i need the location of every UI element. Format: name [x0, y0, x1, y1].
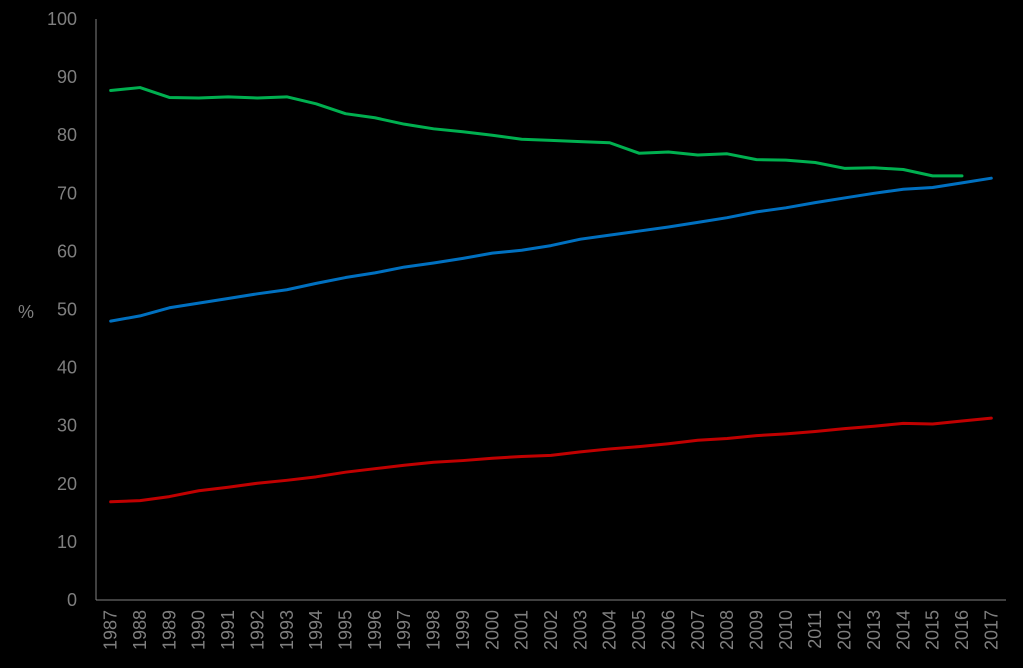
- y-tick-label: 100: [47, 9, 77, 29]
- x-tick-label: 2009: [746, 610, 766, 650]
- x-tick-label: 1997: [394, 610, 414, 650]
- x-tick-label: 2002: [541, 610, 561, 650]
- y-tick-label: 90: [57, 67, 77, 87]
- x-tick-label: 2015: [923, 610, 943, 650]
- x-tick-label: 2014: [893, 610, 913, 650]
- x-tick-label: 2017: [981, 610, 1001, 650]
- series-line-2: [109, 416, 993, 504]
- y-axis-title: %: [18, 302, 34, 322]
- y-tick-label: 20: [57, 474, 77, 494]
- series-line-1: [109, 176, 993, 323]
- x-tick-label: 1995: [336, 610, 356, 650]
- y-tick-label: 30: [57, 416, 77, 436]
- y-tick-label: 60: [57, 241, 77, 261]
- y-tick-label: 80: [57, 125, 77, 145]
- x-tick-label: 2006: [658, 610, 678, 650]
- x-tick-label: 1996: [365, 610, 385, 650]
- x-tick-label: 1994: [306, 610, 326, 650]
- x-tick-label: 2012: [835, 610, 855, 650]
- y-tick-labels: 0 10 20 30 40 50 60 70 80 90 100: [47, 9, 77, 610]
- x-tick-label: 2005: [629, 610, 649, 650]
- series-lines: [109, 86, 993, 504]
- x-tick-label: 2011: [805, 610, 825, 649]
- x-tick-labels: 1987 1988 1989 1990 1991 1992 1993 1994 1995 1996…: [101, 610, 1002, 650]
- x-tick-label: 1999: [453, 610, 473, 650]
- x-tick-label: 1992: [247, 610, 267, 650]
- y-tick-label: 0: [67, 590, 77, 610]
- y-tick-label: 70: [57, 183, 77, 203]
- x-tick-label: 2003: [570, 610, 590, 650]
- x-tick-label: 2016: [952, 610, 972, 650]
- x-tick-label: 2000: [482, 610, 502, 650]
- x-tick-label: 2008: [717, 610, 737, 650]
- y-tick-label: 50: [57, 300, 77, 320]
- y-tick-label: 10: [57, 532, 77, 552]
- x-tick-label: 1991: [218, 610, 238, 650]
- x-tick-label: 2007: [688, 610, 708, 650]
- series-line-0: [109, 86, 964, 178]
- x-tick-label: 2001: [512, 610, 532, 650]
- x-tick-label: 1990: [189, 610, 209, 650]
- x-tick-label: 1989: [159, 610, 179, 650]
- x-tick-label: 1993: [277, 610, 297, 650]
- x-tick-label: 2010: [776, 610, 796, 650]
- x-tick-label: 2013: [864, 610, 884, 650]
- x-tick-label: 2004: [600, 610, 620, 650]
- x-tick-label: 1987: [101, 610, 121, 650]
- y-tick-label: 40: [57, 358, 77, 378]
- x-tick-label: 1988: [130, 610, 150, 650]
- x-tick-label: 1998: [424, 610, 444, 650]
